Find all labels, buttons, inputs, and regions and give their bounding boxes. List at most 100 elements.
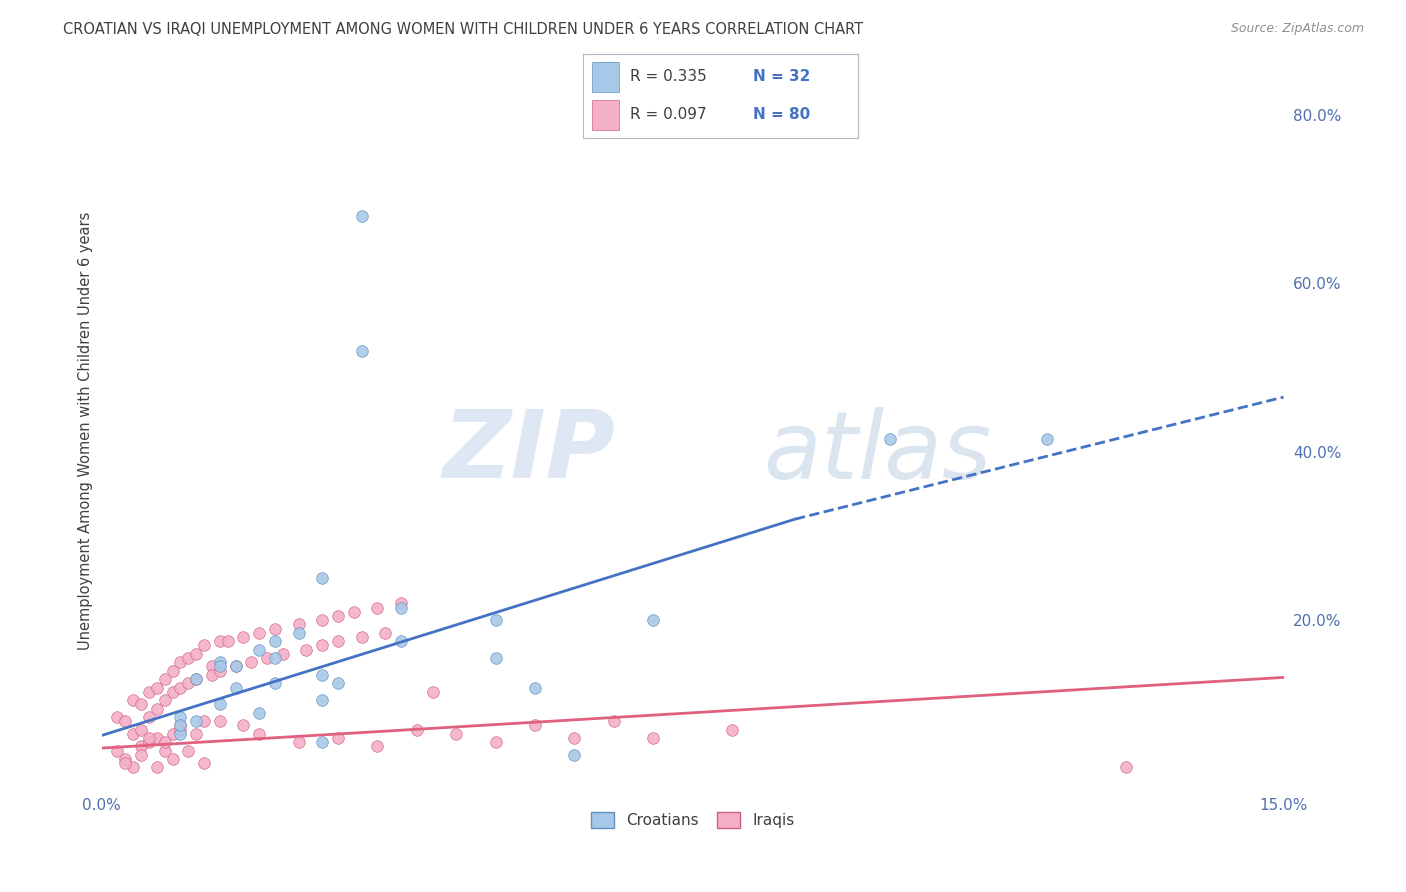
Point [153,744,176,758]
Point [366,739,388,754]
Point [105,744,128,758]
Point [287,625,309,640]
Point [122,760,145,774]
Point [225,659,247,673]
Point [145,731,167,745]
Point [326,634,349,648]
Point [524,681,547,695]
Text: N = 80: N = 80 [754,107,811,122]
Point [311,668,333,682]
Point [145,701,167,715]
Text: R = 0.335: R = 0.335 [630,69,707,84]
Point [114,714,136,728]
Point [389,634,412,648]
Y-axis label: Unemployment Among Women with Children Under 6 years: Unemployment Among Women with Children U… [79,211,93,650]
Point [138,684,160,698]
Point [193,639,215,653]
Point [564,747,586,762]
Point [145,760,167,774]
Point [311,735,333,749]
Point [201,668,224,682]
Point [169,723,191,737]
Point [129,698,152,712]
Point [422,684,444,698]
Point [389,596,412,610]
Point [162,727,184,741]
Point [186,727,208,741]
Point [153,672,176,686]
Point [247,625,270,640]
Point [1036,432,1059,446]
Point [186,672,208,686]
Text: ZIP: ZIP [443,406,616,499]
Point [326,731,349,745]
Legend: Croatians, Iraqis: Croatians, Iraqis [585,806,800,835]
Point [208,664,231,678]
Text: CROATIAN VS IRAQI UNEMPLOYMENT AMONG WOMEN WITH CHILDREN UNDER 6 YEARS CORRELATI: CROATIAN VS IRAQI UNEMPLOYMENT AMONG WOM… [63,22,863,37]
Point [264,634,287,648]
Point [193,714,215,728]
Point [114,756,136,771]
Point [484,651,506,665]
Point [879,432,901,446]
Point [603,714,626,728]
Point [232,718,254,732]
Point [350,209,373,223]
Point [326,676,349,690]
Text: R = 0.097: R = 0.097 [630,107,707,122]
Point [105,710,128,724]
Point [326,609,349,624]
Bar [592,62,619,92]
Point [138,731,160,745]
Point [177,651,200,665]
Point [145,681,167,695]
Point [169,710,191,724]
Point [169,718,191,732]
Text: Source: ZipAtlas.com: Source: ZipAtlas.com [1230,22,1364,36]
Point [264,622,287,636]
Point [311,639,333,653]
Point [484,613,506,627]
Point [311,613,333,627]
Point [217,634,239,648]
Point [169,718,191,732]
Point [444,727,467,741]
Point [564,731,586,745]
Point [186,672,208,686]
Point [169,681,191,695]
Point [162,684,184,698]
Point [201,659,224,673]
Point [129,723,152,737]
Point [287,617,309,632]
Point [129,739,152,754]
Point [208,698,231,712]
Point [114,752,136,766]
Point [240,655,263,669]
Point [247,727,270,741]
Point [366,600,388,615]
Point [264,676,287,690]
Point [524,718,547,732]
Point [232,630,254,644]
Point [484,735,506,749]
Point [389,600,412,615]
Point [287,735,309,749]
Point [225,681,247,695]
Point [186,647,208,661]
Point [343,605,366,619]
Point [208,655,231,669]
Point [350,630,373,644]
Point [405,723,427,737]
Point [162,664,184,678]
Point [311,571,333,585]
Point [271,647,294,661]
Point [295,642,318,657]
Point [350,343,373,358]
Point [177,676,200,690]
Point [193,756,215,771]
Point [208,714,231,728]
Point [177,744,200,758]
Point [256,651,278,665]
Point [247,706,270,720]
Point [374,625,396,640]
